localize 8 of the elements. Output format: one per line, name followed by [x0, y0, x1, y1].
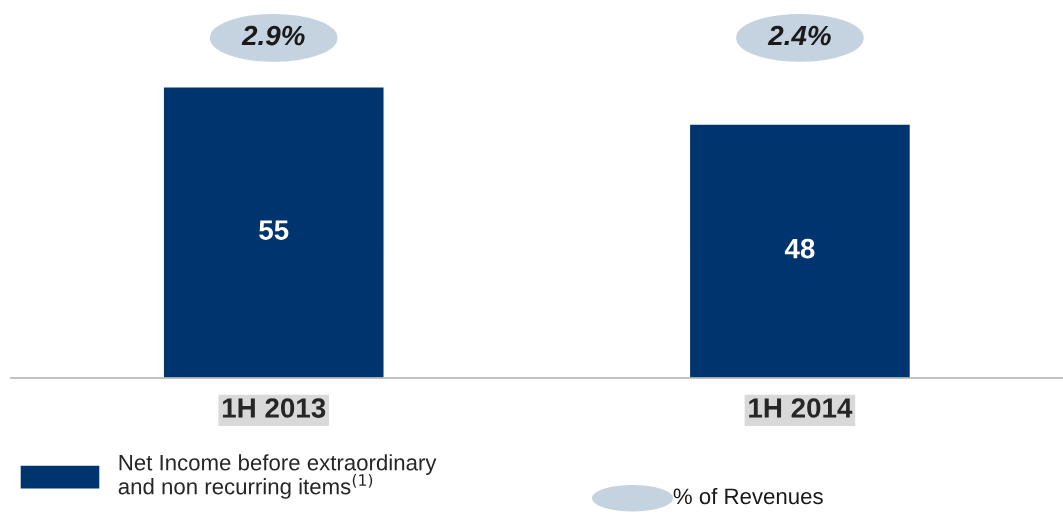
data-label: 48	[784, 238, 815, 259]
text: % of Revenues	[673, 487, 823, 505]
x-tick-label: 1H 2013	[222, 398, 326, 418]
text: 2.4%	[767, 25, 831, 46]
text: 2.9%	[241, 25, 305, 46]
x-tick-label: 1H 2014	[749, 398, 853, 418]
legend-label: Net Income before extraordinary and non recurring items$^{(1)}$	[118, 454, 437, 499]
data-label: 55	[259, 220, 289, 240]
